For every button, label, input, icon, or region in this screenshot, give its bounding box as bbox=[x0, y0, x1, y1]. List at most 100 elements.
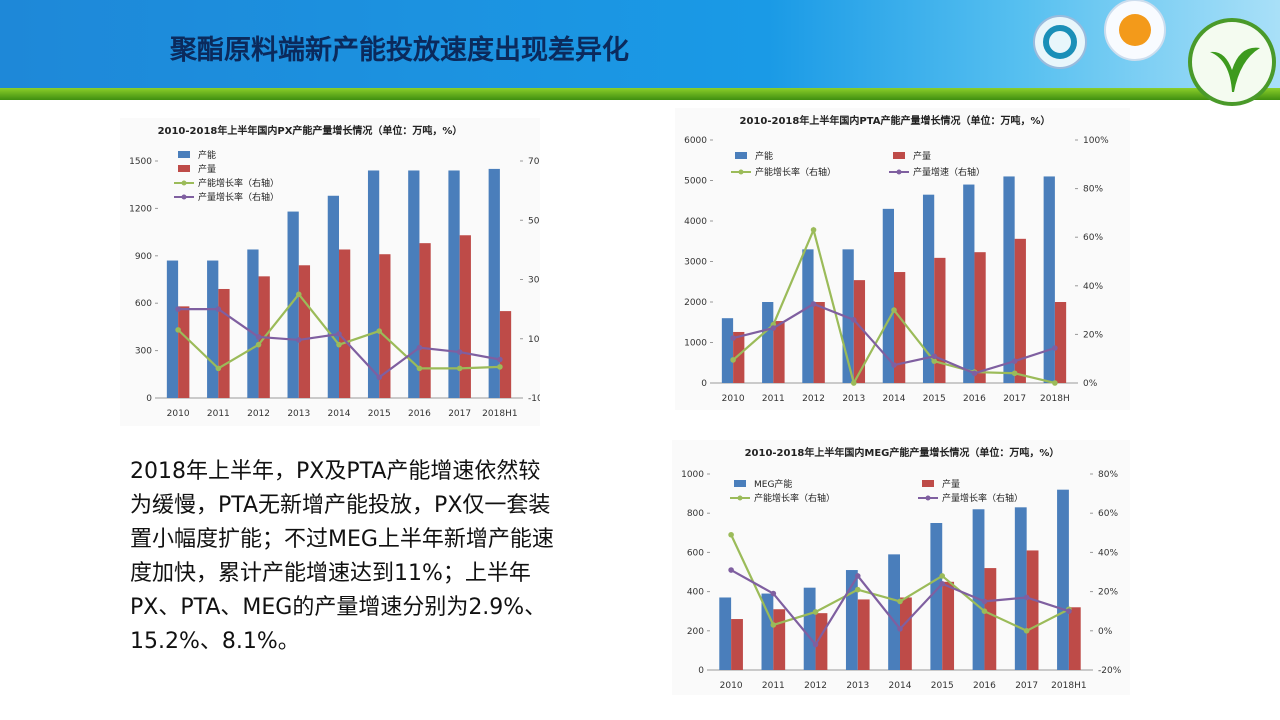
legend-swatch bbox=[735, 152, 747, 159]
y-tick-label: 800 bbox=[687, 509, 704, 519]
y2-tick-label: -20% bbox=[1098, 666, 1122, 676]
y2-tick-label: 60% bbox=[1083, 233, 1103, 243]
chart-title: 2010-2018年上半年国内PX产能产量增长情况（单位：万吨，%） bbox=[158, 124, 463, 137]
bar bbox=[1014, 507, 1027, 670]
y-tick-label: 1000 bbox=[681, 470, 704, 480]
x-tick-label: 2010 bbox=[167, 409, 190, 419]
bar bbox=[1026, 550, 1039, 670]
legend-label: 产量增长率（右轴） bbox=[198, 191, 279, 203]
bar bbox=[963, 184, 975, 383]
bar bbox=[815, 613, 828, 670]
y-tick-label: 1000 bbox=[684, 339, 707, 349]
y2-tick-label: 40% bbox=[1098, 548, 1118, 558]
marker bbox=[497, 364, 503, 370]
legend-marker bbox=[181, 180, 187, 186]
y2-tick-label: 50% bbox=[528, 216, 540, 226]
marker bbox=[175, 306, 181, 312]
marker bbox=[456, 349, 463, 355]
legend-label: 产能增长率（右轴） bbox=[198, 177, 279, 189]
marker bbox=[939, 573, 946, 579]
bar bbox=[1014, 238, 1026, 383]
marker bbox=[295, 291, 302, 298]
y-tick-label: 200 bbox=[687, 627, 704, 637]
marker bbox=[812, 609, 819, 615]
marker bbox=[336, 331, 342, 337]
y2-tick-label: 0% bbox=[1083, 379, 1098, 389]
bar bbox=[207, 260, 219, 398]
bar bbox=[367, 170, 380, 398]
bar bbox=[942, 581, 955, 670]
legend-marker bbox=[737, 495, 743, 501]
chart: 2010-2018年上半年国内PTA产能产量增长情况（单位：万吨，%） 0 1000… bbox=[675, 108, 1130, 410]
y2-tick-label: 80% bbox=[1098, 470, 1118, 480]
marker bbox=[981, 598, 988, 605]
marker bbox=[897, 626, 903, 632]
marker bbox=[891, 362, 897, 368]
bar bbox=[813, 302, 825, 383]
legend-swatch bbox=[178, 165, 190, 172]
marker bbox=[255, 334, 262, 340]
legend-marker bbox=[925, 495, 931, 501]
legend-swatch bbox=[893, 152, 905, 159]
legend-swatch bbox=[922, 480, 934, 487]
bar bbox=[934, 257, 946, 383]
marker bbox=[1052, 380, 1058, 386]
x-tick-label: 2012 bbox=[247, 409, 270, 419]
x-tick-label: 2018H1 bbox=[482, 409, 517, 419]
chart: 2010-2018年上半年国内MEG产能产量增长情况（单位：万吨，%） 0 200 4… bbox=[672, 440, 1130, 695]
x-tick-label: 2016 bbox=[408, 409, 431, 419]
bar bbox=[974, 252, 986, 383]
bar bbox=[379, 254, 391, 398]
marker bbox=[770, 590, 777, 597]
legend-label: 产能增长率（右轴） bbox=[754, 492, 835, 504]
legend-label: 产量 bbox=[198, 163, 216, 175]
marker bbox=[295, 337, 302, 343]
body-text: 2018年上半年，PX及PTA产能增速依然较为缓慢，PTA无新增产能投放，PX仅… bbox=[130, 459, 554, 654]
x-tick-label: 2014 bbox=[883, 394, 906, 404]
marker bbox=[770, 325, 777, 331]
bar bbox=[247, 249, 259, 398]
bar bbox=[1057, 489, 1069, 670]
bar bbox=[448, 170, 460, 398]
legend-swatch bbox=[178, 151, 190, 158]
bar bbox=[1068, 607, 1081, 670]
y-tick-label: 900 bbox=[135, 252, 152, 262]
y-tick-label: 3000 bbox=[684, 258, 707, 268]
legend-label: 产量 bbox=[942, 478, 960, 490]
y2-tick-label: -10% bbox=[528, 394, 540, 404]
y2-tick-label: 10% bbox=[528, 335, 540, 345]
legend-label: 产量增长率（右轴） bbox=[942, 492, 1023, 504]
legend-label: 产量增速（右轴） bbox=[913, 166, 985, 178]
legend-label: 产量 bbox=[913, 150, 931, 162]
marker bbox=[728, 567, 734, 573]
y2-tick-label: 30% bbox=[528, 276, 540, 286]
bar bbox=[733, 331, 745, 383]
x-tick-label: 2011 bbox=[762, 394, 785, 404]
bar bbox=[773, 609, 786, 670]
x-tick-label: 2017 bbox=[1015, 681, 1038, 691]
bar bbox=[922, 194, 935, 383]
marker bbox=[255, 341, 262, 348]
bar bbox=[178, 306, 190, 398]
x-tick-label: 2012 bbox=[804, 681, 827, 691]
bar bbox=[857, 599, 870, 670]
x-tick-label: 2010 bbox=[722, 394, 745, 404]
bar bbox=[930, 523, 943, 670]
decor-icons bbox=[1033, 0, 1276, 106]
bar bbox=[762, 302, 774, 383]
legend-label: MEG产能 bbox=[754, 478, 792, 490]
bar bbox=[803, 587, 816, 670]
legend-marker bbox=[738, 169, 744, 175]
legend-swatch bbox=[734, 480, 746, 487]
marker bbox=[981, 608, 988, 614]
x-tick-label: 2017 bbox=[1003, 394, 1026, 404]
marker bbox=[215, 306, 222, 312]
legend-marker bbox=[896, 169, 902, 175]
x-tick-label: 2012 bbox=[802, 394, 825, 404]
x-tick-label: 2018H bbox=[1040, 394, 1070, 404]
y-tick-label: 6000 bbox=[684, 136, 707, 146]
x-tick-label: 2015 bbox=[368, 409, 391, 419]
header-stripe bbox=[0, 88, 1280, 100]
y-tick-label: 1200 bbox=[129, 204, 152, 214]
